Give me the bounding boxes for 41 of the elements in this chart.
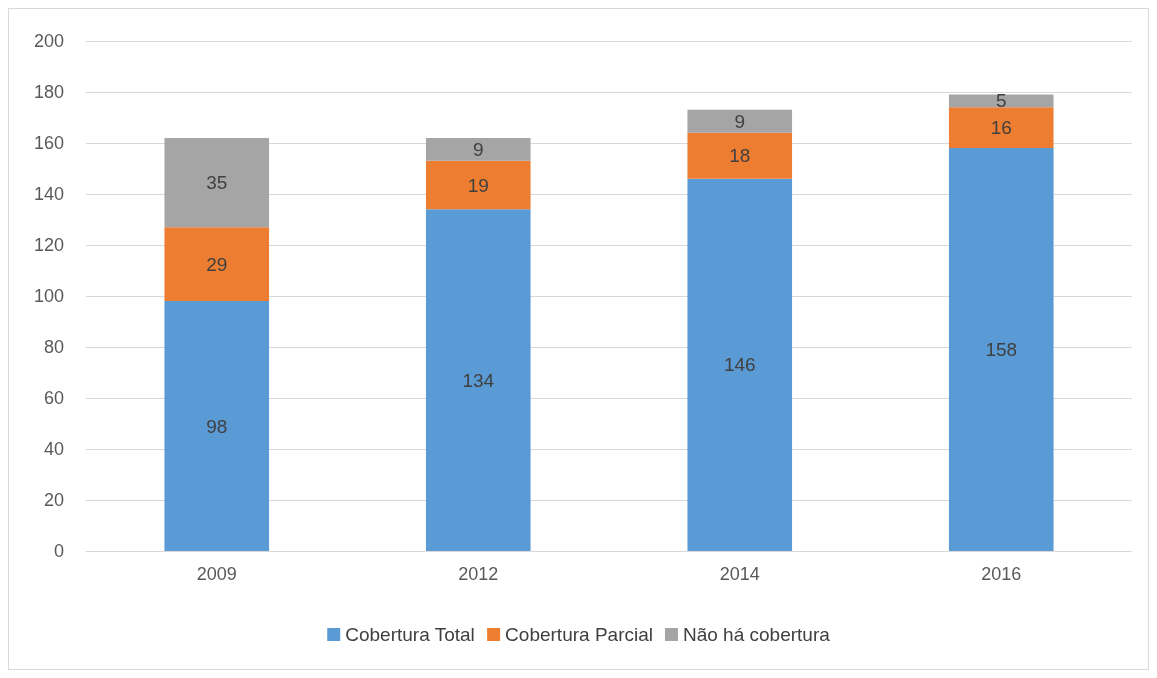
y-tick-label: 80 bbox=[43, 337, 64, 357]
data-label: 158 bbox=[985, 339, 1018, 361]
legend-label: Não há cobertura bbox=[682, 624, 831, 645]
bar bbox=[425, 137, 531, 161]
data-label: 146 bbox=[723, 354, 756, 376]
bar bbox=[164, 137, 270, 228]
bar bbox=[687, 132, 793, 179]
y-tick-label: 100 bbox=[33, 286, 64, 306]
data-label: 16 bbox=[990, 117, 1012, 139]
y-tick-label: 180 bbox=[33, 82, 64, 102]
legend-label: Cobertura Parcial bbox=[505, 624, 653, 645]
legend-label: Cobertura Total bbox=[345, 624, 475, 645]
y-tick-label: 200 bbox=[33, 31, 64, 51]
y-tick-label: 0 bbox=[53, 541, 64, 561]
bar bbox=[687, 109, 793, 133]
x-tick-label: 2014 bbox=[719, 564, 760, 584]
y-tick-label: 120 bbox=[33, 235, 64, 255]
x-tick-label: 2009 bbox=[196, 564, 237, 584]
bar bbox=[948, 148, 1054, 551]
data-label: 18 bbox=[729, 145, 751, 167]
x-tick-label: 2012 bbox=[458, 564, 499, 584]
bar bbox=[425, 209, 531, 551]
y-tick-label: 40 bbox=[43, 439, 64, 459]
data-label: 98 bbox=[206, 415, 228, 437]
data-label: 9 bbox=[472, 138, 484, 160]
x-tick-label: 2016 bbox=[981, 564, 1022, 584]
y-tick-label: 60 bbox=[43, 388, 64, 408]
data-label: 29 bbox=[206, 253, 228, 275]
y-tick-label: 160 bbox=[33, 133, 64, 153]
data-label: 35 bbox=[206, 172, 228, 194]
data-label: 134 bbox=[462, 369, 495, 391]
y-tick-label: 140 bbox=[33, 184, 64, 204]
y-tick-label: 20 bbox=[43, 490, 64, 510]
bar bbox=[164, 227, 270, 302]
bar bbox=[164, 301, 270, 551]
data-label: 5 bbox=[995, 90, 1007, 112]
data-label: 9 bbox=[734, 110, 746, 132]
bar bbox=[425, 160, 531, 210]
bar bbox=[948, 107, 1054, 149]
data-label: 19 bbox=[467, 174, 489, 196]
bar bbox=[687, 178, 793, 551]
